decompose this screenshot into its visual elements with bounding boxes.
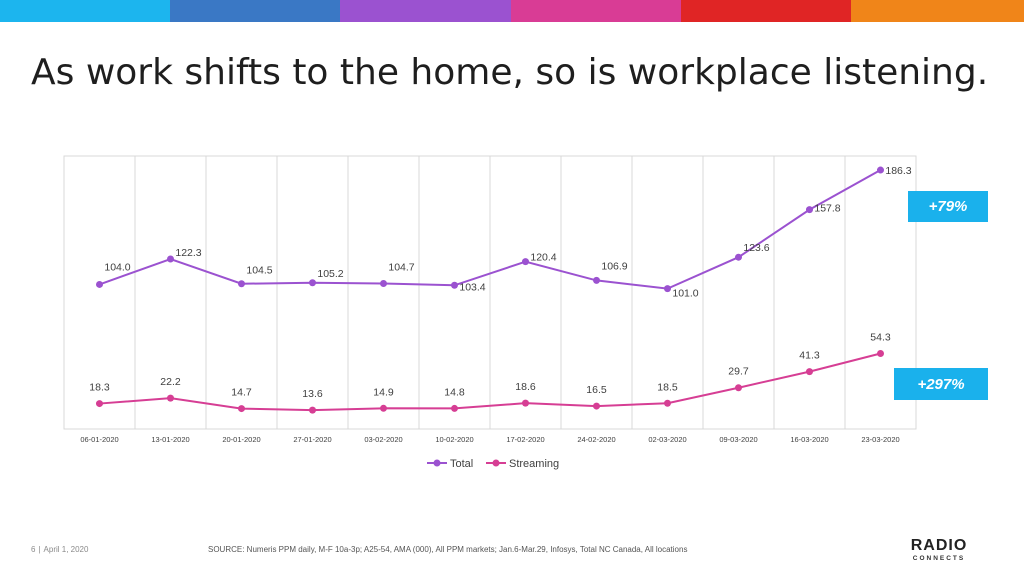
data-point-streaming — [593, 402, 600, 410]
data-point-streaming — [167, 394, 174, 402]
x-tick-label: 27-01-2020 — [293, 435, 331, 444]
data-point-total — [380, 279, 387, 287]
data-label-total: 122.3 — [175, 247, 201, 259]
x-tick-label: 10-02-2020 — [435, 435, 473, 444]
data-label-streaming: 18.5 — [657, 381, 678, 393]
color-bar-segment — [851, 0, 1024, 22]
x-tick-label: 17-02-2020 — [506, 435, 544, 444]
data-label-total: 104.0 — [104, 261, 130, 273]
data-label-streaming: 14.8 — [444, 386, 465, 398]
data-point-streaming — [451, 404, 458, 412]
footer-date: April 1, 2020 — [43, 545, 89, 554]
data-point-total — [167, 255, 174, 263]
legend-label-total: Total — [450, 458, 473, 470]
data-point-streaming — [806, 368, 813, 376]
data-label-streaming: 18.6 — [515, 381, 536, 393]
data-label-streaming: 18.3 — [89, 382, 110, 394]
data-point-streaming — [735, 384, 742, 392]
color-bar-segment — [340, 0, 511, 22]
color-bar-segment — [0, 0, 170, 22]
data-label-streaming: 14.9 — [373, 386, 394, 398]
data-point-streaming — [380, 404, 387, 412]
data-point-total — [522, 258, 529, 266]
series-line-total — [99, 169, 881, 290]
data-label-total: 104.5 — [246, 265, 272, 277]
callout-total: +79% — [908, 191, 988, 222]
data-label-total: 104.7 — [388, 261, 414, 273]
data-label-total: 157.8 — [814, 203, 840, 215]
slide-title: As work shifts to the home, so is workpl… — [31, 52, 989, 93]
footer-page-info: 6 | April 1, 2020 — [31, 545, 88, 554]
x-tick-label: 16-03-2020 — [790, 435, 828, 444]
data-label-total: 105.2 — [317, 268, 343, 280]
data-point-streaming — [96, 400, 103, 408]
data-point-total — [735, 253, 742, 261]
footer-separator: | — [38, 545, 41, 554]
color-bar-segment — [511, 0, 681, 22]
data-point-streaming — [664, 399, 671, 407]
legend-marker-total — [433, 459, 441, 467]
logo-subtext: CONNECTS — [912, 555, 966, 562]
data-label-streaming: 16.5 — [586, 384, 607, 396]
data-label-total: 120.4 — [530, 252, 556, 264]
data-point-streaming — [877, 350, 884, 358]
data-point-streaming — [309, 406, 316, 414]
x-tick-label: 03-02-2020 — [364, 435, 402, 444]
data-point-total — [877, 166, 884, 174]
data-label-streaming: 13.6 — [302, 388, 323, 400]
legend-marker-streaming — [492, 459, 500, 467]
x-tick-label: 06-01-2020 — [80, 435, 118, 444]
x-tick-label: 02-03-2020 — [648, 435, 686, 444]
series-line-streaming — [99, 352, 881, 412]
x-tick-label: 13-01-2020 — [151, 435, 189, 444]
x-tick-label: 20-01-2020 — [222, 435, 260, 444]
data-point-total — [96, 280, 103, 288]
data-label-streaming: 14.7 — [231, 387, 252, 399]
data-point-streaming — [238, 405, 245, 413]
data-point-total — [309, 279, 316, 287]
data-label-total: 186.3 — [885, 165, 911, 177]
data-point-total — [451, 281, 458, 289]
data-label-streaming: 29.7 — [728, 366, 749, 378]
legend-label-streaming: Streaming — [509, 458, 559, 470]
data-label-streaming: 22.2 — [160, 376, 181, 388]
data-label-total: 101.0 — [672, 288, 698, 300]
data-point-total — [664, 285, 671, 293]
radio-connects-logo: RADIO CONNECTS — [904, 538, 974, 564]
data-point-total — [238, 280, 245, 288]
logo-wordmark: RADIO — [910, 537, 968, 554]
source-note: SOURCE: Numeris PPM daily, M-F 10a-3p; A… — [208, 545, 688, 554]
x-tick-label: 24-02-2020 — [577, 435, 615, 444]
x-tick-label: 23-03-2020 — [861, 435, 899, 444]
page-number: 6 — [31, 545, 36, 554]
callout-streaming: +297% — [894, 368, 988, 400]
data-label-streaming: 41.3 — [799, 350, 820, 362]
color-bar-segment — [681, 0, 851, 22]
data-label-total: 123.6 — [743, 242, 769, 254]
x-tick-label: 09-03-2020 — [719, 435, 757, 444]
data-point-total — [806, 206, 813, 214]
data-label-total: 106.9 — [601, 260, 627, 272]
color-bar-segment — [170, 0, 340, 22]
color-bar — [0, 0, 1024, 22]
data-label-total: 103.4 — [459, 281, 485, 293]
data-label-streaming: 54.3 — [870, 332, 891, 344]
data-point-total — [593, 276, 600, 284]
data-point-streaming — [522, 399, 529, 407]
